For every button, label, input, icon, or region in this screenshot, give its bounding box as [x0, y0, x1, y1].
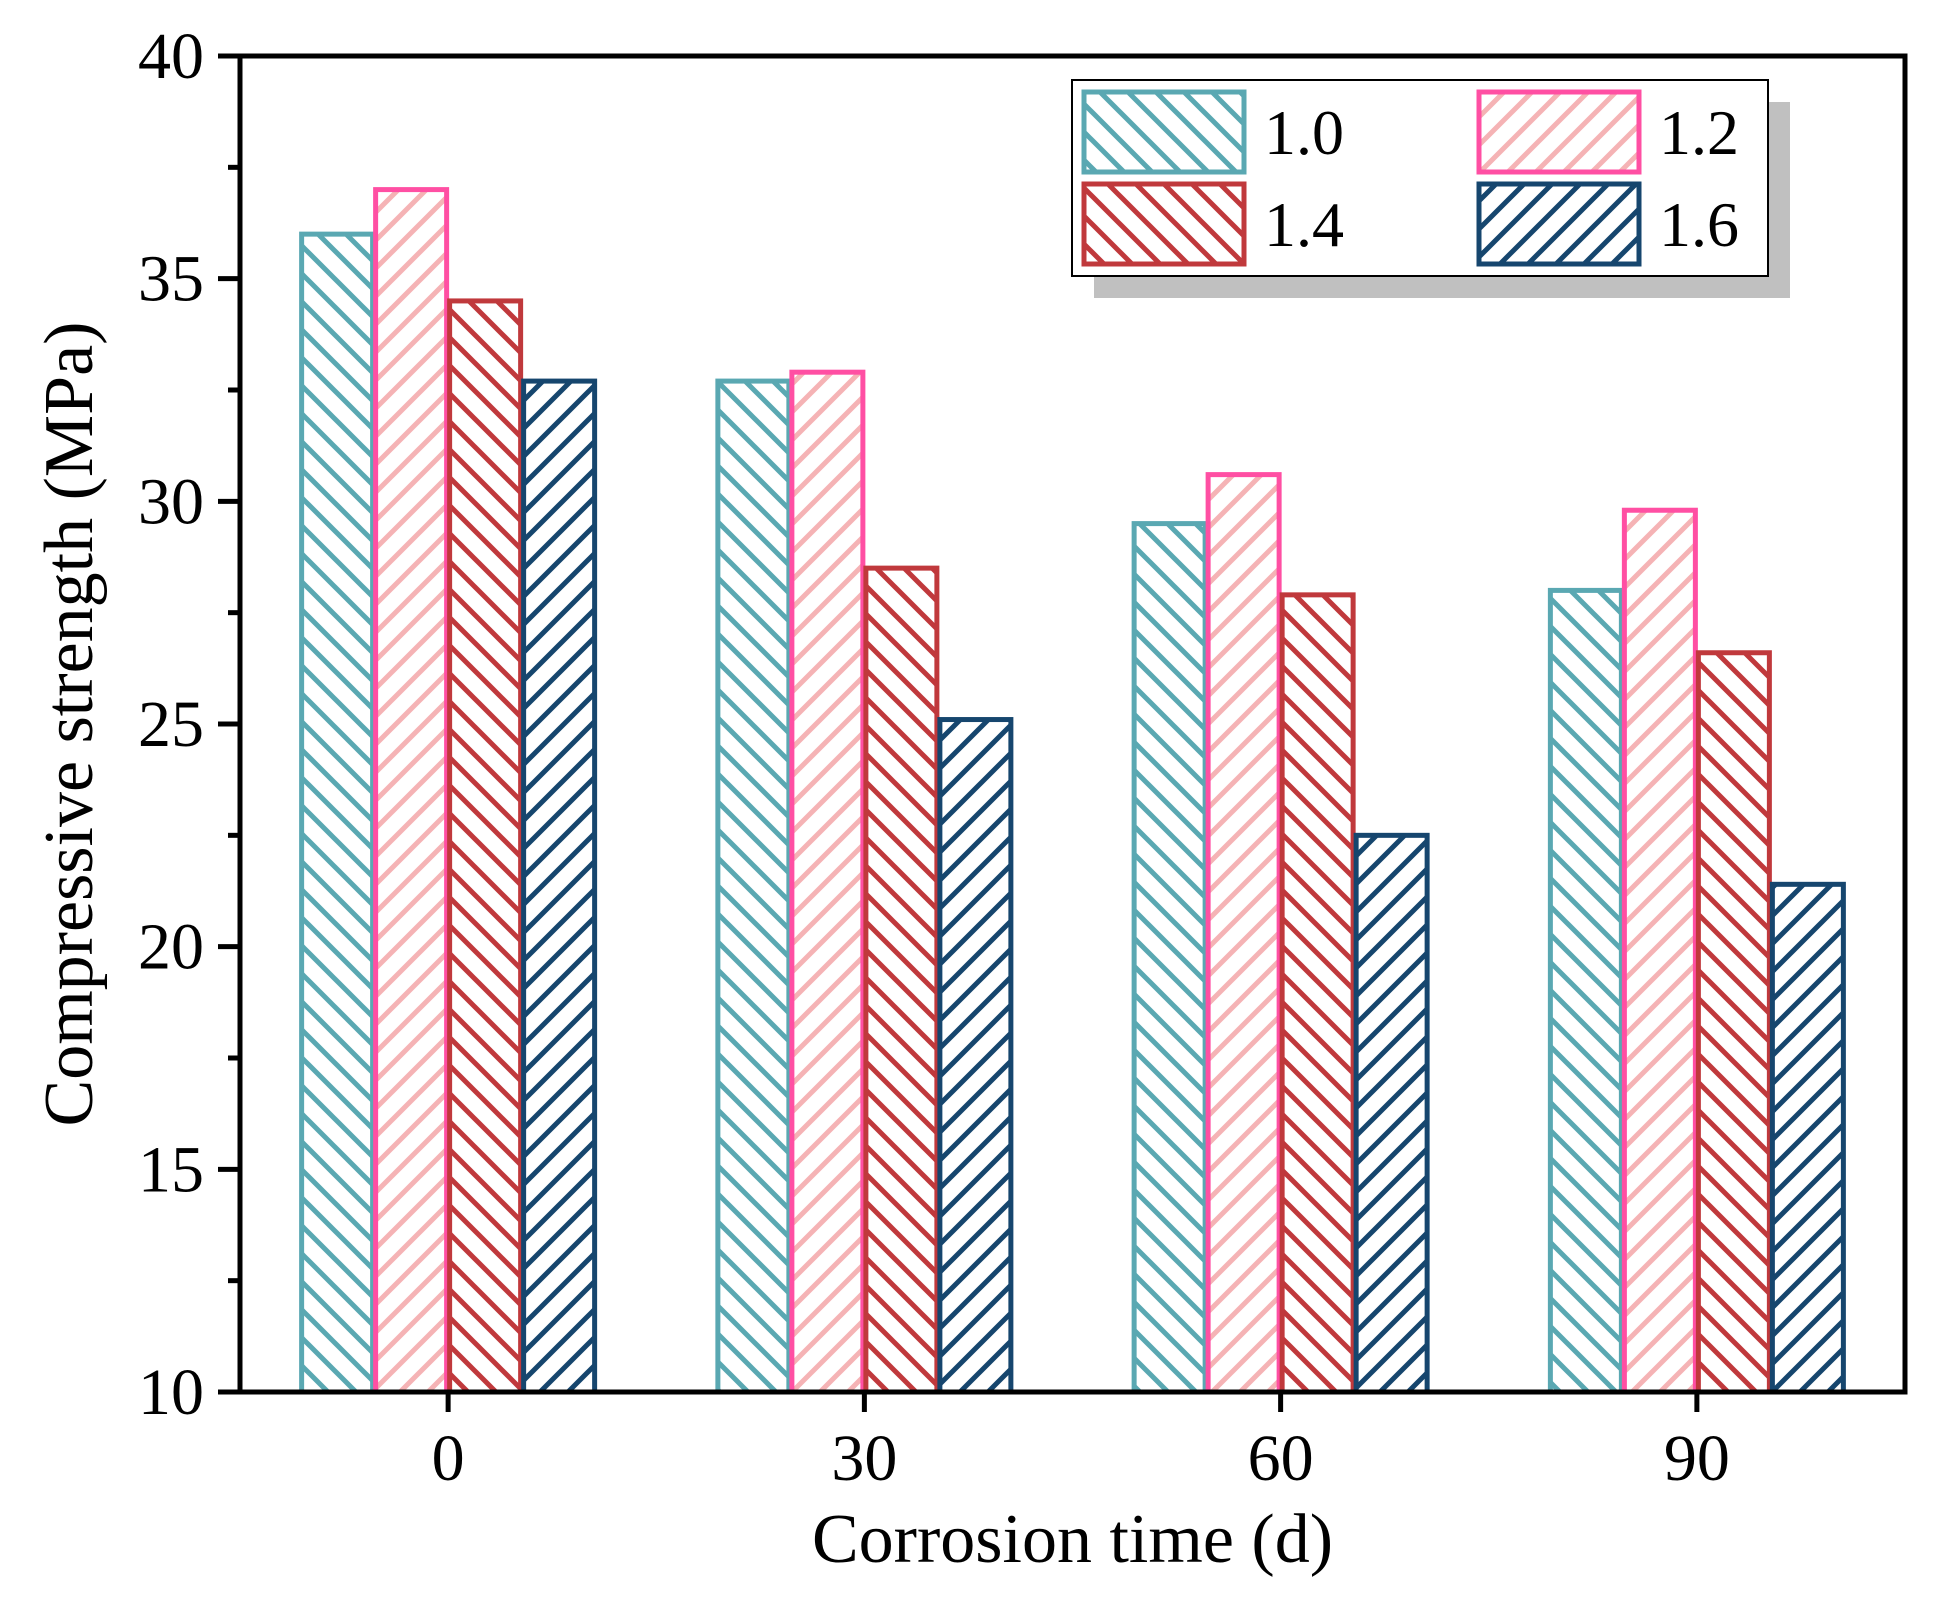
bar-1.0-90	[1547, 587, 1624, 1395]
x-tick-label: 60	[1248, 1422, 1314, 1495]
legend-swatch-1.2	[1476, 89, 1642, 175]
y-tick-label: 25	[138, 688, 204, 761]
bar-1.0-60	[1131, 521, 1208, 1395]
bar-1.4-90	[1695, 650, 1772, 1395]
x-axis-title: Corrosion time (d)	[812, 1501, 1333, 1578]
bar-1.0-0	[299, 231, 376, 1395]
x-tick-label: 0	[432, 1422, 465, 1495]
legend-label-1.2: 1.2	[1659, 97, 1739, 168]
bar-1.0-30	[715, 378, 792, 1395]
legend-swatch-1.6	[1476, 181, 1642, 267]
bar-1.6-0	[521, 378, 598, 1395]
legend-label-1.0: 1.0	[1264, 97, 1344, 168]
legend: 1.0 1.2 1.4 1.6	[1071, 79, 1790, 298]
bar-1.6-30	[937, 717, 1014, 1395]
bar-1.6-60	[1353, 832, 1430, 1395]
x-tick-label: 30	[831, 1422, 897, 1495]
bars	[299, 187, 1846, 1395]
y-tick-label: 35	[138, 243, 204, 316]
bar-1.2-90	[1621, 507, 1698, 1395]
y-tick-label: 10	[138, 1356, 204, 1429]
legend-swatch-1.0	[1081, 89, 1247, 175]
bar-1.2-60	[1205, 472, 1282, 1395]
bar-1.2-0	[373, 187, 450, 1395]
y-tick-label: 20	[138, 911, 204, 984]
x-tick-label: 90	[1664, 1422, 1730, 1495]
y-tick-label: 30	[138, 465, 204, 538]
y-axis-title: Compressive strength (MPa)	[31, 322, 108, 1127]
y-tick-label: 15	[138, 1133, 204, 1206]
bar-1.4-0	[447, 298, 524, 1395]
bar-1.6-90	[1769, 881, 1846, 1395]
axes: 10 15 20 25 30 35 40 0 30 60 90	[138, 20, 1730, 1495]
y-tick-label: 40	[138, 20, 204, 93]
legend-swatch-1.4	[1081, 181, 1247, 267]
bar-1.4-30	[863, 565, 940, 1395]
legend-label-1.6: 1.6	[1659, 189, 1739, 260]
bar-1.4-60	[1279, 592, 1356, 1395]
legend-label-1.4: 1.4	[1264, 189, 1344, 260]
bar-1.2-30	[789, 369, 866, 1395]
